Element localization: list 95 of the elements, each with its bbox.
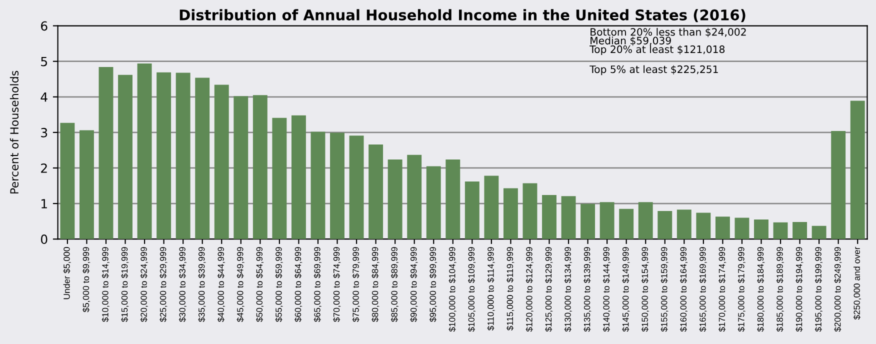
x-tick-label: $110,000 to $114,999 (487, 247, 495, 330)
x-tick-label: $120,000 to $124,999 (526, 247, 534, 332)
x-tick-label: $35,000 to $39,999 (198, 247, 206, 322)
x-tick-label: $105,000 to $109,999 (468, 247, 476, 332)
x-tick-label: $140,000 to $144,999 (602, 247, 610, 332)
bar (234, 96, 248, 240)
bar (561, 196, 576, 240)
bar (754, 220, 768, 240)
y-axis-title: Percent of Households (10, 70, 19, 194)
bar (831, 131, 846, 240)
x-tick-label: $150,000 to $154,999 (641, 247, 649, 332)
x-tick-label: Under $5,000 (63, 247, 71, 300)
x-tick-label: $10,000 to $14,999 (102, 247, 110, 322)
bar (137, 63, 152, 240)
x-tick-label: $50,000 to $54,999 (256, 247, 264, 322)
x-tick-label: $130,000 to $134,999 (564, 247, 572, 332)
bar (503, 188, 518, 240)
x-tick-label: $160,000 to $164,999 (680, 247, 688, 332)
bar (696, 212, 711, 240)
x-tick-label: $65,000 to $69,999 (314, 247, 322, 322)
bar (426, 166, 441, 240)
bar (368, 144, 384, 240)
bar (600, 202, 614, 240)
bar (464, 181, 480, 240)
x-tick-label: $95,000 to $99,999 (429, 247, 437, 322)
bar (734, 218, 750, 240)
bar (484, 176, 499, 240)
x-tick-label: $75,000 to $79,999 (352, 247, 360, 322)
bar (252, 95, 268, 240)
x-tick-label: $145,000 to $149,999 (622, 247, 630, 332)
x-tick-label: $200,000 to $249,999 (834, 247, 842, 332)
x-tick-label: $20,000 to $24,999 (140, 247, 148, 322)
x-tick-label: $45,000 to $49,999 (236, 247, 244, 322)
x-tick-label: $185,000 to $189,999 (776, 247, 784, 332)
x-tick-label: $5,000 to $9,999 (82, 247, 90, 312)
bar (638, 202, 653, 240)
bar (388, 159, 402, 240)
x-tick-label: $40,000 to $44,999 (217, 247, 226, 322)
y-tick-label: 1 (42, 199, 47, 208)
bar (176, 72, 190, 240)
x-tick-label: $85,000 to $89,999 (390, 247, 398, 322)
x-tick-label: $15,000 to $19,999 (121, 247, 129, 322)
x-tick-label: $25,000 to $29,999 (160, 247, 168, 322)
x-tick-label: $60,000 to $64,999 (294, 247, 302, 322)
annotation: Bottom 20% less than $24,002 Median $59,039 Top 20% at least $121,018 (590, 28, 746, 56)
x-tick-label: $190,000 to $194,999 (796, 247, 804, 332)
x-tick-label: $70,000 to $74,999 (333, 247, 341, 322)
x-tick-label: $250,000 and over (853, 246, 861, 320)
bar (792, 222, 808, 240)
bar (812, 226, 826, 240)
bar (446, 159, 460, 240)
y-tick-label: 2 (41, 163, 47, 173)
bar (850, 100, 865, 240)
bar (214, 84, 229, 240)
x-tick-label: $180,000 to $184,999 (757, 247, 765, 332)
bar (195, 78, 210, 240)
bar (619, 208, 634, 240)
x-tick-label: $125,000 to $129,999 (545, 247, 553, 332)
bar (79, 130, 94, 240)
x-tick-label: $195,000 to $199,999 (814, 247, 822, 332)
bar (658, 211, 672, 240)
bar (330, 132, 344, 240)
bar (580, 204, 596, 240)
x-tick-label: $55,000 to $59,999 (275, 247, 283, 322)
x-tick-label: $100,000 to $104,999 (448, 247, 456, 332)
chart-title: Distribution of Annual Household Income in the United States (2016) (180, 9, 746, 22)
x-tick-label: $90,000 to $94,999 (410, 247, 418, 322)
bar (310, 132, 326, 240)
x-tick-label: $165,000 to $169,999 (699, 247, 707, 332)
bar (349, 136, 364, 240)
bar (715, 216, 730, 240)
bar (98, 67, 114, 240)
bar (542, 195, 556, 240)
x-tick-label: $170,000 to $174,999 (718, 247, 726, 332)
bar (118, 74, 132, 240)
annotation: Top 5% at least $225,251 (590, 65, 718, 76)
y-tick-label: 5 (41, 56, 47, 66)
x-tick-label: $155,000 to $159,999 (660, 247, 668, 332)
bar (291, 115, 306, 240)
bar (522, 183, 538, 240)
x-tick-label: $80,000 to $84,999 (372, 247, 380, 322)
x-tick-label: $30,000 to $34,999 (178, 247, 186, 322)
bar (60, 122, 75, 240)
y-tick-label: 0 (40, 234, 48, 244)
bar (407, 154, 422, 240)
bar (773, 222, 788, 240)
bar (272, 118, 287, 240)
x-tick-label: $175,000 to $179,999 (738, 247, 746, 332)
y-tick-label: 6 (41, 21, 48, 31)
y-tick-label: 3 (41, 128, 48, 138)
bar (156, 72, 172, 240)
x-tick-label: $115,000 to $119,999 (506, 247, 514, 330)
y-tick-label: 4 (40, 92, 48, 102)
x-tick-label: $135,000 to $139,999 (584, 247, 592, 332)
bar (676, 210, 692, 240)
